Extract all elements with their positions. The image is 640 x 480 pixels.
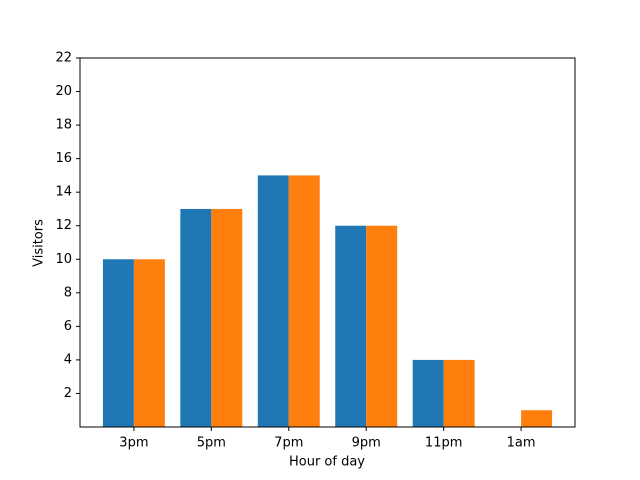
y-tick-label: 16 bbox=[55, 151, 72, 166]
y-axis-label: Visitors bbox=[32, 219, 47, 267]
y-tick-label: 6 bbox=[64, 319, 72, 334]
y-tick-label: 4 bbox=[64, 352, 72, 367]
y-tick-label: 2 bbox=[64, 386, 72, 401]
bar bbox=[335, 225, 367, 427]
bar bbox=[180, 208, 212, 427]
bar bbox=[366, 225, 398, 427]
x-axis-label: Hour of day bbox=[289, 455, 365, 470]
y-tick-label: 20 bbox=[55, 84, 72, 99]
x-tick-label: 9pm bbox=[352, 436, 381, 451]
plot-frame bbox=[79, 57, 576, 428]
bar bbox=[133, 259, 165, 427]
bar bbox=[443, 359, 475, 427]
y-tick-label: 8 bbox=[64, 285, 72, 300]
bar bbox=[288, 175, 320, 427]
bar bbox=[412, 359, 444, 427]
x-tick-label: 3pm bbox=[119, 436, 148, 451]
x-tick-label: 11pm bbox=[425, 436, 462, 451]
bar bbox=[257, 175, 289, 427]
y-tick-label: 10 bbox=[55, 252, 72, 267]
y-tick-label: 18 bbox=[55, 118, 72, 133]
bar bbox=[102, 259, 134, 427]
bar bbox=[521, 410, 553, 427]
y-tick-label: 14 bbox=[55, 185, 72, 200]
y-tick-label: 22 bbox=[55, 51, 72, 66]
x-tick-label: 7pm bbox=[274, 436, 303, 451]
x-tick-label: 1am bbox=[507, 436, 536, 451]
bar bbox=[211, 208, 243, 427]
y-tick-label: 12 bbox=[55, 218, 72, 233]
x-tick-label: 5pm bbox=[197, 436, 226, 451]
